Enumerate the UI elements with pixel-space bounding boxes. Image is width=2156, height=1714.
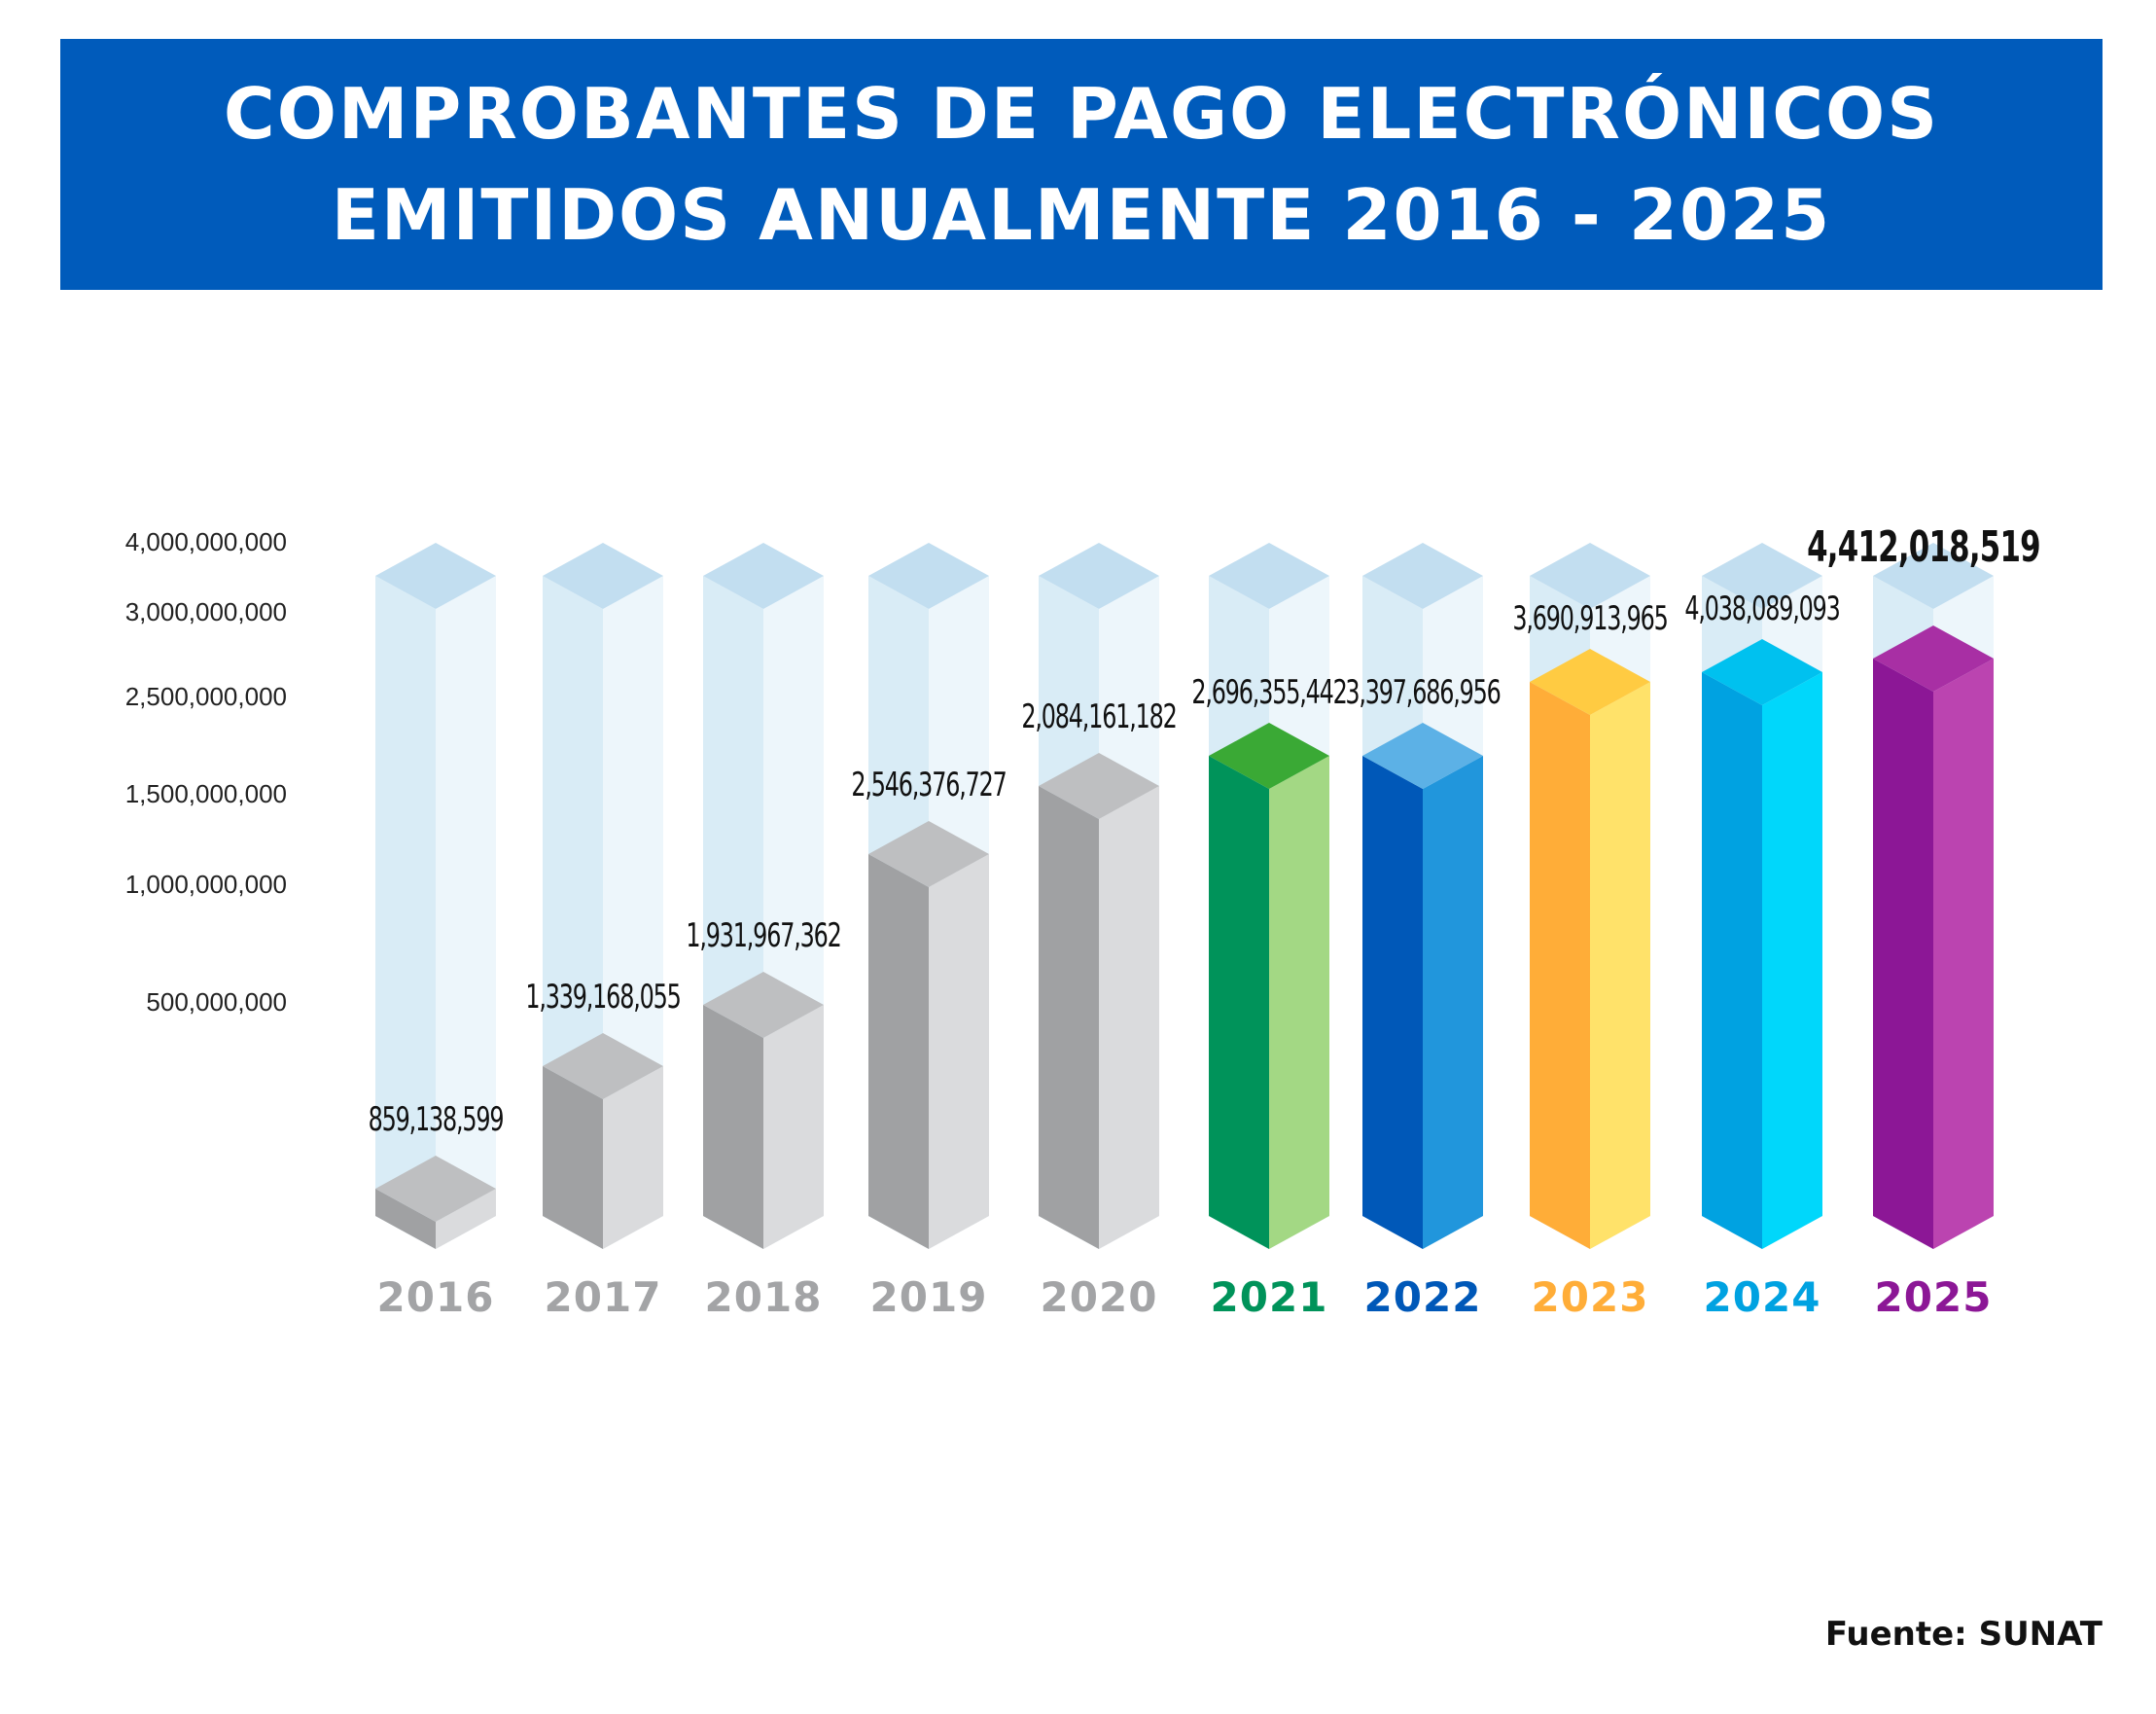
category-label-2017: 2017 — [545, 1273, 662, 1321]
y-tick-label: 2,500,000,000 — [125, 682, 287, 711]
category-label-2023: 2023 — [1532, 1273, 1649, 1321]
bar-2020 — [1039, 753, 1159, 1249]
value-label-2021: 2,696,355,442 — [1191, 674, 1346, 712]
category-label-2018: 2018 — [705, 1273, 823, 1321]
value-label-2020: 2,084,161,182 — [1021, 698, 1176, 736]
y-tick-label: 4,000,000,000 — [125, 527, 287, 556]
value-label-2023: 3,690,913,965 — [1512, 600, 1667, 638]
y-tick-label: 3,000,000,000 — [125, 597, 287, 626]
bar-2018 — [703, 972, 824, 1249]
category-label-2016: 2016 — [377, 1273, 495, 1321]
value-label-2022: 3,397,686,956 — [1345, 674, 1500, 712]
value-label-2018: 1,931,967,362 — [686, 917, 840, 955]
category-label-2022: 2022 — [1364, 1273, 1482, 1321]
bar-2016 — [375, 1156, 496, 1249]
value-label-2017: 1,339,168,055 — [525, 979, 680, 1017]
bar-2021 — [1209, 723, 1329, 1249]
bar-2017 — [543, 1033, 663, 1249]
value-label-2024: 4,038,089,093 — [1684, 590, 1839, 628]
title-line-1: COMPROBANTES DE PAGO ELECTRÓNICOS — [223, 73, 1940, 155]
value-label-2025: 4,412,018,519 — [1807, 522, 2040, 572]
y-tick-label: 1,500,000,000 — [125, 779, 287, 808]
source-note: Fuente: SUNAT — [1824, 1615, 2103, 1654]
bar-2024 — [1702, 639, 1822, 1249]
bar-2023 — [1530, 649, 1650, 1249]
title-banner: COMPROBANTES DE PAGO ELECTRÓNICOS EMITID… — [60, 39, 2103, 290]
bar-2022 — [1362, 723, 1483, 1249]
category-label-2020: 2020 — [1041, 1273, 1158, 1321]
category-label-2021: 2021 — [1211, 1273, 1328, 1321]
category-label-2025: 2025 — [1875, 1273, 1993, 1321]
category-label-2024: 2024 — [1704, 1273, 1821, 1321]
value-label-2016: 859,138,599 — [369, 1101, 504, 1139]
y-tick-label: 500,000,000 — [146, 987, 287, 1017]
ghost-column — [375, 543, 496, 1249]
category-label-2019: 2019 — [870, 1273, 988, 1321]
title-line-2: EMITIDOS ANUALMENTE 2016 - 2025 — [331, 174, 1832, 256]
bar-2025 — [1873, 625, 1994, 1249]
value-label-2019: 2,546,376,727 — [851, 767, 1006, 804]
y-tick-label: 1,000,000,000 — [125, 870, 287, 899]
bar-2019 — [868, 821, 989, 1249]
